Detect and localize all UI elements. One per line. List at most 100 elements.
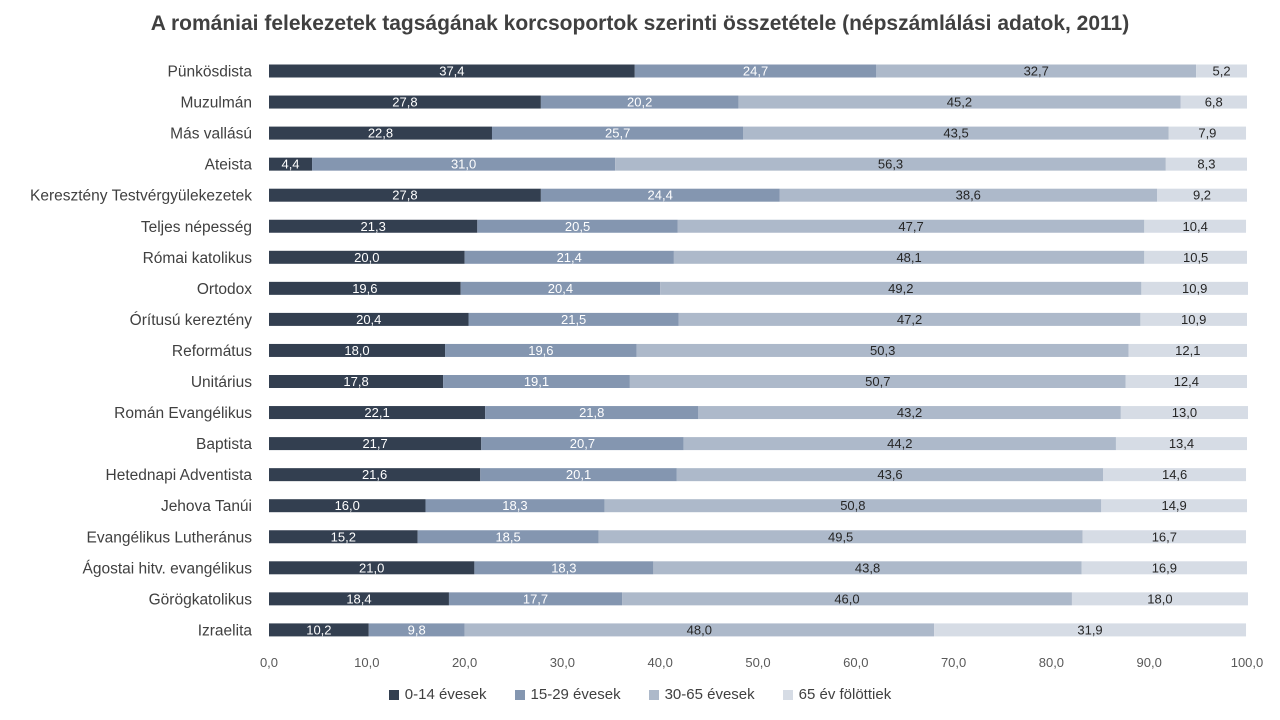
data-label: 25,7 xyxy=(605,126,630,141)
bar-segment xyxy=(634,64,877,78)
legend-label-15-29: 15-29 évesek xyxy=(530,686,621,703)
data-label: 10,4 xyxy=(1183,219,1208,234)
bar-segment xyxy=(673,250,1145,264)
category-label: Órítusú kereztény xyxy=(130,312,253,329)
data-label: 37,4 xyxy=(439,64,464,79)
bar-segment xyxy=(540,95,739,109)
data-label: 49,2 xyxy=(888,281,913,296)
data-label: 18,4 xyxy=(346,591,371,606)
data-label: 19,1 xyxy=(524,374,549,389)
bar-segment xyxy=(698,406,1121,420)
bar-segment xyxy=(934,623,1247,637)
bar-segment xyxy=(1071,592,1248,606)
bar-segment xyxy=(1081,561,1247,575)
legend: 0-14 évesek 15-29 évesek 30-65 évesek 65… xyxy=(0,686,1280,703)
data-label: 43,6 xyxy=(877,467,902,482)
bar-segment xyxy=(622,592,1072,606)
category-label: Római katolikus xyxy=(143,250,253,267)
bar-segment xyxy=(269,592,449,606)
bar-segment xyxy=(448,592,623,606)
category-label: Unitárius xyxy=(191,374,252,391)
bar-segment xyxy=(1168,126,1247,140)
bar-segment xyxy=(477,219,678,233)
bar-segment xyxy=(443,375,630,388)
bar-segment xyxy=(598,530,1083,544)
bar-segment xyxy=(636,343,1129,357)
x-tick-label: 60,0 xyxy=(843,655,868,670)
category-label: Pünkösdista xyxy=(168,64,253,81)
data-label: 13,0 xyxy=(1172,405,1197,420)
data-label: 43,8 xyxy=(855,560,880,575)
bar-segment xyxy=(683,437,1116,451)
legend-item-65-plus: 65 év fölöttiek xyxy=(782,686,891,703)
bar-segment xyxy=(615,157,1166,171)
category-label: Román Evangélikus xyxy=(114,405,252,422)
data-label: 43,2 xyxy=(897,405,922,420)
bar-segment xyxy=(653,561,1082,575)
data-label: 24,4 xyxy=(648,188,673,203)
bar-segment xyxy=(485,406,699,420)
data-label: 27,8 xyxy=(392,188,417,203)
legend-item-15-29: 15-29 évesek xyxy=(514,686,621,703)
data-label: 10,2 xyxy=(306,622,331,637)
bar-segment xyxy=(474,561,654,575)
x-tick-label: 40,0 xyxy=(648,655,673,670)
category-label: Muzulmán xyxy=(181,95,253,112)
chart-title: A romániai felekezetek tagságának korcso… xyxy=(150,12,1130,35)
bar-segment xyxy=(540,188,780,202)
data-label: 20,4 xyxy=(356,312,381,327)
data-label: 12,1 xyxy=(1175,343,1200,358)
data-label: 16,7 xyxy=(1152,529,1177,544)
legend-swatch-0-14 xyxy=(388,689,399,700)
bar-segment xyxy=(1101,499,1247,513)
bar-segment xyxy=(269,281,461,295)
bar-segment xyxy=(269,219,478,233)
data-label: 21,7 xyxy=(362,436,387,451)
data-label: 22,1 xyxy=(364,405,389,420)
data-label: 31,0 xyxy=(451,157,476,172)
data-label: 18,3 xyxy=(502,498,527,513)
data-label: 20,7 xyxy=(570,436,595,451)
data-label: 32,7 xyxy=(1024,64,1049,79)
data-label: 50,3 xyxy=(870,343,895,358)
data-label: 18,5 xyxy=(495,529,520,544)
bar-segment xyxy=(269,468,481,482)
data-label: 7,9 xyxy=(1198,126,1216,141)
data-label: 27,8 xyxy=(392,95,417,110)
data-label: 44,2 xyxy=(887,436,912,451)
data-label: 31,9 xyxy=(1077,622,1102,637)
bar-segment xyxy=(743,126,1169,140)
data-label: 43,5 xyxy=(943,126,968,141)
bar-segment xyxy=(464,623,935,637)
bar-segment xyxy=(480,468,677,482)
data-label: 9,8 xyxy=(408,622,426,637)
data-label: 19,6 xyxy=(352,281,377,296)
category-label: Izraelita xyxy=(198,622,253,639)
bar-segment xyxy=(676,468,1104,482)
legend-swatch-65-plus xyxy=(782,689,793,700)
bar-segment xyxy=(660,281,1142,295)
category-label: Teljes népesség xyxy=(141,219,252,236)
bar-segment xyxy=(269,343,446,357)
bar-segment xyxy=(445,343,637,357)
data-label: 5,2 xyxy=(1213,64,1231,79)
legend-swatch-15-29 xyxy=(514,689,525,700)
data-label: 21,6 xyxy=(362,467,387,482)
bar-segment xyxy=(368,623,465,637)
x-tick-label: 80,0 xyxy=(1039,655,1064,670)
data-label: 21,0 xyxy=(359,560,384,575)
data-label: 19,6 xyxy=(528,343,553,358)
data-label: 8,3 xyxy=(1197,157,1215,172)
data-label: 50,7 xyxy=(865,374,890,389)
bar-segment xyxy=(1196,64,1247,78)
data-label: 20,2 xyxy=(627,95,652,110)
data-label: 13,4 xyxy=(1169,436,1194,451)
data-label: 17,7 xyxy=(523,591,548,606)
bar-segment xyxy=(1120,406,1248,420)
legend-item-0-14: 0-14 évesek xyxy=(388,686,487,703)
data-label: 18,3 xyxy=(551,560,576,575)
bar-segment xyxy=(629,375,1126,388)
x-tick-label: 0,0 xyxy=(260,655,278,670)
bar-segment xyxy=(269,95,541,109)
